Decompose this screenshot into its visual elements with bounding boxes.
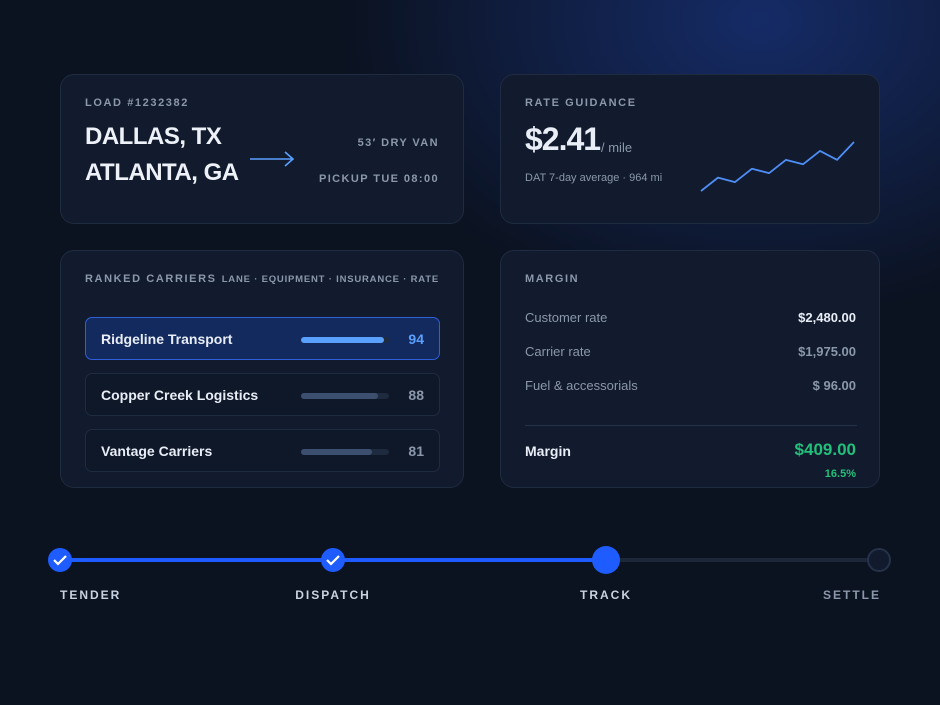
score-track [301, 337, 389, 343]
step-done [48, 548, 72, 572]
score-bar [301, 449, 373, 455]
carrier-row[interactable]: Copper Creek Logistics 88 [85, 373, 440, 416]
step-current [592, 546, 620, 574]
margin-row-label: Customer rate [525, 310, 608, 325]
score-track [301, 393, 389, 399]
destination: ATLANTA, GA [85, 159, 239, 186]
carrier-name: Vantage Carriers [101, 443, 213, 459]
step-done [321, 548, 345, 572]
load-card: LOAD #1232382 DALLAS, TX ATLANTA, GA 53′… [60, 74, 464, 224]
margin-total: $409.00 [794, 440, 856, 459]
carrier-score: 81 [408, 443, 424, 459]
carriers-criteria: LANE · EQUIPMENT · INSURANCE · RATE [221, 274, 439, 285]
load-id: LOAD #1232382 [85, 97, 189, 109]
check [53, 555, 67, 566]
rate-note: DAT 7-day average · 964 mi [525, 172, 663, 184]
carrier-score: 94 [408, 331, 424, 347]
check [326, 555, 340, 566]
carriers-label: RANKED CARRIERS [85, 273, 217, 285]
margin-row-value: $1,975.00 [798, 344, 856, 359]
step-pending [867, 548, 891, 572]
carriers-card: RANKED CARRIERS LANE · EQUIPMENT · INSUR… [60, 250, 464, 488]
equipment: 53′ DRY VAN [357, 137, 439, 149]
origin: DALLAS, TX [85, 123, 222, 150]
sparkline [700, 141, 855, 192]
margin-card: MARGIN Margin $409.00 16.5% Customer rat… [500, 250, 880, 488]
score-bar [301, 337, 384, 343]
step-label: SETTLE [823, 588, 881, 602]
margin-row-label: Fuel & accessorials [525, 378, 638, 393]
divider [525, 425, 857, 426]
score-track [301, 449, 389, 455]
carrier-row[interactable]: Vantage Carriers 81 [85, 429, 440, 472]
rate-label: RATE GUIDANCE [525, 97, 637, 109]
rate-unit: / mile [601, 140, 633, 155]
step-label: TRACK [580, 588, 632, 602]
carrier-row[interactable]: Ridgeline Transport 94 [85, 317, 440, 360]
score-bar [301, 393, 379, 399]
margin-label: MARGIN [525, 273, 580, 285]
margin-percent: 16.5% [824, 468, 856, 480]
margin-total-label: Margin [525, 443, 571, 459]
rate-price: $2.41 [525, 121, 601, 157]
trend-line [700, 141, 855, 192]
margin-row-value: $2,480.00 [798, 310, 856, 325]
step-label: DISPATCH [295, 588, 371, 602]
carrier-name: Ridgeline Transport [101, 331, 233, 347]
progress: TENDER DISPATCH TRACK SETTLE [48, 546, 891, 602]
step-label: TENDER [60, 588, 121, 602]
pickup: PICKUP TUE 08:00 [318, 173, 439, 185]
margin-row-label: Carrier rate [525, 344, 591, 359]
carrier-score: 88 [408, 387, 424, 403]
route-arrow [250, 151, 295, 167]
margin-row-value: $ 96.00 [812, 378, 856, 393]
carrier-name: Copper Creek Logistics [101, 387, 259, 403]
rate-card: RATE GUIDANCE $2.41 / mile DAT 7-day ave… [500, 74, 880, 224]
